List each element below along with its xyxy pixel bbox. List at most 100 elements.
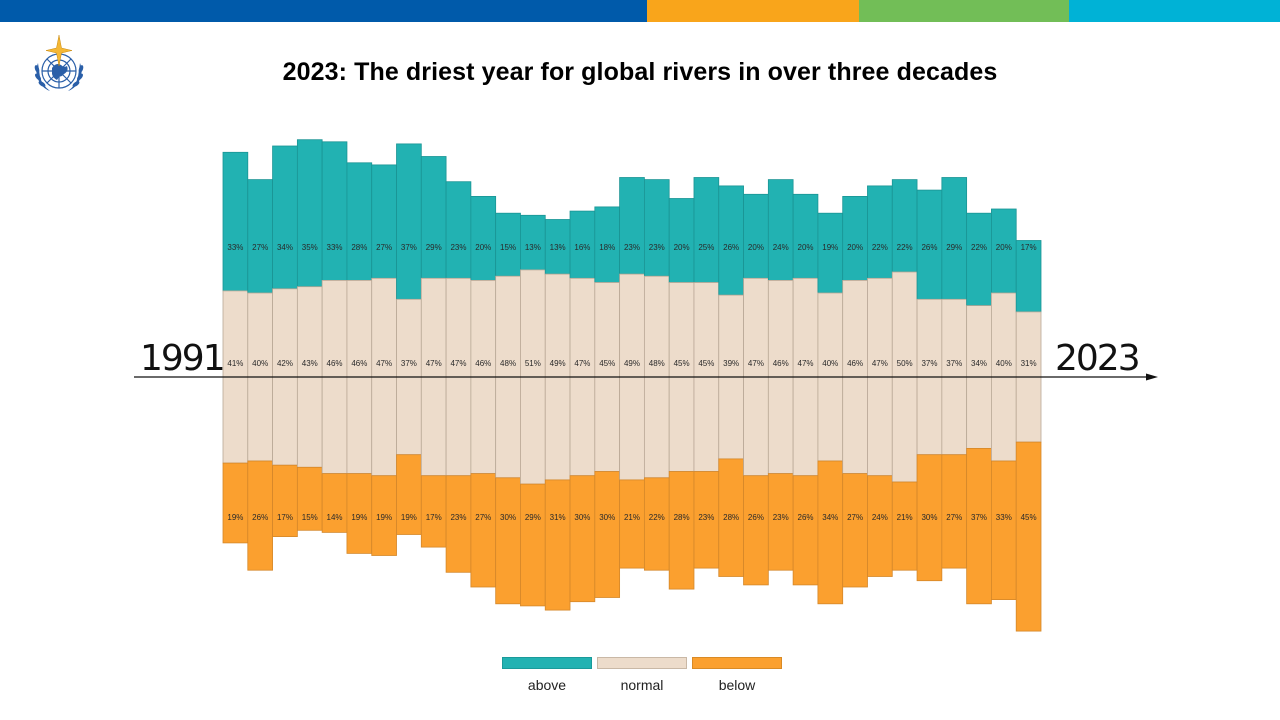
label-group: 33% 41% 19% 27% 40% 26% 34% 42% 17% 35% 43% 15% 33% 4… xyxy=(227,243,1036,522)
label-normal-1992: 40% xyxy=(252,359,268,368)
label-below-2006: 30% xyxy=(599,513,615,522)
bar-above-1992 xyxy=(247,179,273,294)
label-normal-2011: 39% xyxy=(723,359,739,368)
label-above-1992: 27% xyxy=(252,243,268,252)
label-normal-1993: 42% xyxy=(277,359,293,368)
bar-above-1997 xyxy=(371,164,397,279)
bar-above-2022 xyxy=(991,208,1017,294)
bar-above-2005 xyxy=(569,210,596,279)
label-above-2013: 24% xyxy=(773,243,789,252)
bar-below-2015 xyxy=(817,460,844,605)
label-above-1996: 28% xyxy=(351,243,367,252)
bar-above-2003 xyxy=(520,214,546,271)
label-normal-2010: 45% xyxy=(698,359,714,368)
bar-above-2018 xyxy=(891,179,918,273)
label-above-2002: 15% xyxy=(500,243,516,252)
label-normal-2018: 50% xyxy=(897,359,913,368)
legend: above normal below xyxy=(502,657,782,693)
bar-above-1991 xyxy=(222,151,249,292)
bar-above-2007 xyxy=(619,177,645,275)
legend-item-above: above xyxy=(502,657,592,693)
label-normal-1996: 46% xyxy=(351,359,367,368)
label-above-1993: 34% xyxy=(277,243,293,252)
page-title: 2023: The driest year for global rivers … xyxy=(282,58,998,86)
label-below-2007: 21% xyxy=(624,513,640,522)
wmo-emblem-icon xyxy=(34,34,84,91)
bar-above-2008 xyxy=(643,179,670,277)
bar-below-2014 xyxy=(792,475,819,586)
label-above-2014: 20% xyxy=(798,243,814,252)
legend-label-below: below xyxy=(718,677,756,693)
bar-below-1998 xyxy=(396,454,422,535)
bar-below-1995 xyxy=(321,473,348,533)
bar-above-2015 xyxy=(817,212,844,294)
label-normal-2015: 40% xyxy=(822,359,838,368)
label-below-2010: 23% xyxy=(698,513,714,522)
label-below-1999: 17% xyxy=(426,513,442,522)
legend-swatch-below xyxy=(692,657,782,669)
bar-below-2012 xyxy=(743,475,769,586)
label-above-1995: 33% xyxy=(327,243,343,252)
label-normal-1995: 46% xyxy=(327,359,343,368)
label-above-2006: 18% xyxy=(599,243,615,252)
label-normal-1999: 47% xyxy=(426,359,442,368)
label-above-2000: 23% xyxy=(450,243,466,252)
bar-below-2016 xyxy=(842,473,868,588)
bar-below-2004 xyxy=(544,479,571,611)
stripe-blue xyxy=(0,0,647,22)
label-normal-2022: 40% xyxy=(996,359,1012,368)
label-above-2020: 29% xyxy=(946,243,962,252)
label-normal-2004: 49% xyxy=(550,359,566,368)
label-below-2012: 26% xyxy=(748,513,764,522)
bar-above-2023 xyxy=(1015,240,1042,313)
legend-swatch-above xyxy=(502,657,592,669)
label-above-2003: 13% xyxy=(525,243,541,252)
label-normal-2020: 37% xyxy=(946,359,962,368)
bar-group xyxy=(222,139,1042,632)
bar-below-2013 xyxy=(767,473,794,571)
label-normal-1998: 37% xyxy=(401,359,417,368)
label-below-2013: 23% xyxy=(773,513,789,522)
label-below-1993: 17% xyxy=(277,513,293,522)
label-below-2015: 34% xyxy=(822,513,838,522)
label-below-1994: 15% xyxy=(302,513,318,522)
bar-above-1998 xyxy=(396,143,422,300)
header-color-stripe xyxy=(0,0,1280,22)
label-below-2002: 30% xyxy=(500,513,516,522)
label-above-2001: 20% xyxy=(475,243,491,252)
bar-below-1991 xyxy=(222,462,249,544)
bar-below-1992 xyxy=(247,460,273,571)
label-below-2016: 27% xyxy=(847,513,863,522)
label-above-2012: 20% xyxy=(748,243,764,252)
bar-above-2017 xyxy=(867,185,893,279)
bar-below-2000 xyxy=(445,475,472,573)
bar-above-2016 xyxy=(842,195,868,281)
bar-below-1994 xyxy=(296,466,323,531)
label-above-2007: 23% xyxy=(624,243,640,252)
label-normal-1991: 41% xyxy=(227,359,243,368)
label-normal-2012: 47% xyxy=(748,359,764,368)
bar-below-2020 xyxy=(941,454,968,569)
label-below-2018: 21% xyxy=(897,513,913,522)
label-above-2018: 22% xyxy=(897,243,913,252)
label-normal-2008: 48% xyxy=(649,359,665,368)
label-above-1998: 37% xyxy=(401,243,417,252)
end-year-label: 2023 xyxy=(1055,338,1139,379)
label-below-2001: 27% xyxy=(475,513,491,522)
label-below-2005: 30% xyxy=(574,513,590,522)
bar-below-2010 xyxy=(693,471,720,569)
label-above-2008: 23% xyxy=(649,243,665,252)
bar-above-1996 xyxy=(346,162,373,281)
label-below-1992: 26% xyxy=(252,513,268,522)
label-above-1997: 27% xyxy=(376,243,392,252)
legend-item-below: below xyxy=(692,657,782,693)
label-below-2009: 28% xyxy=(674,513,690,522)
label-above-2019: 26% xyxy=(921,243,937,252)
bar-above-2012 xyxy=(743,193,769,279)
label-normal-2014: 47% xyxy=(798,359,814,368)
label-below-2000: 23% xyxy=(450,513,466,522)
label-above-2021: 22% xyxy=(971,243,987,252)
bar-above-2004 xyxy=(544,219,571,275)
label-normal-2021: 34% xyxy=(971,359,987,368)
bar-below-2003 xyxy=(520,483,546,607)
